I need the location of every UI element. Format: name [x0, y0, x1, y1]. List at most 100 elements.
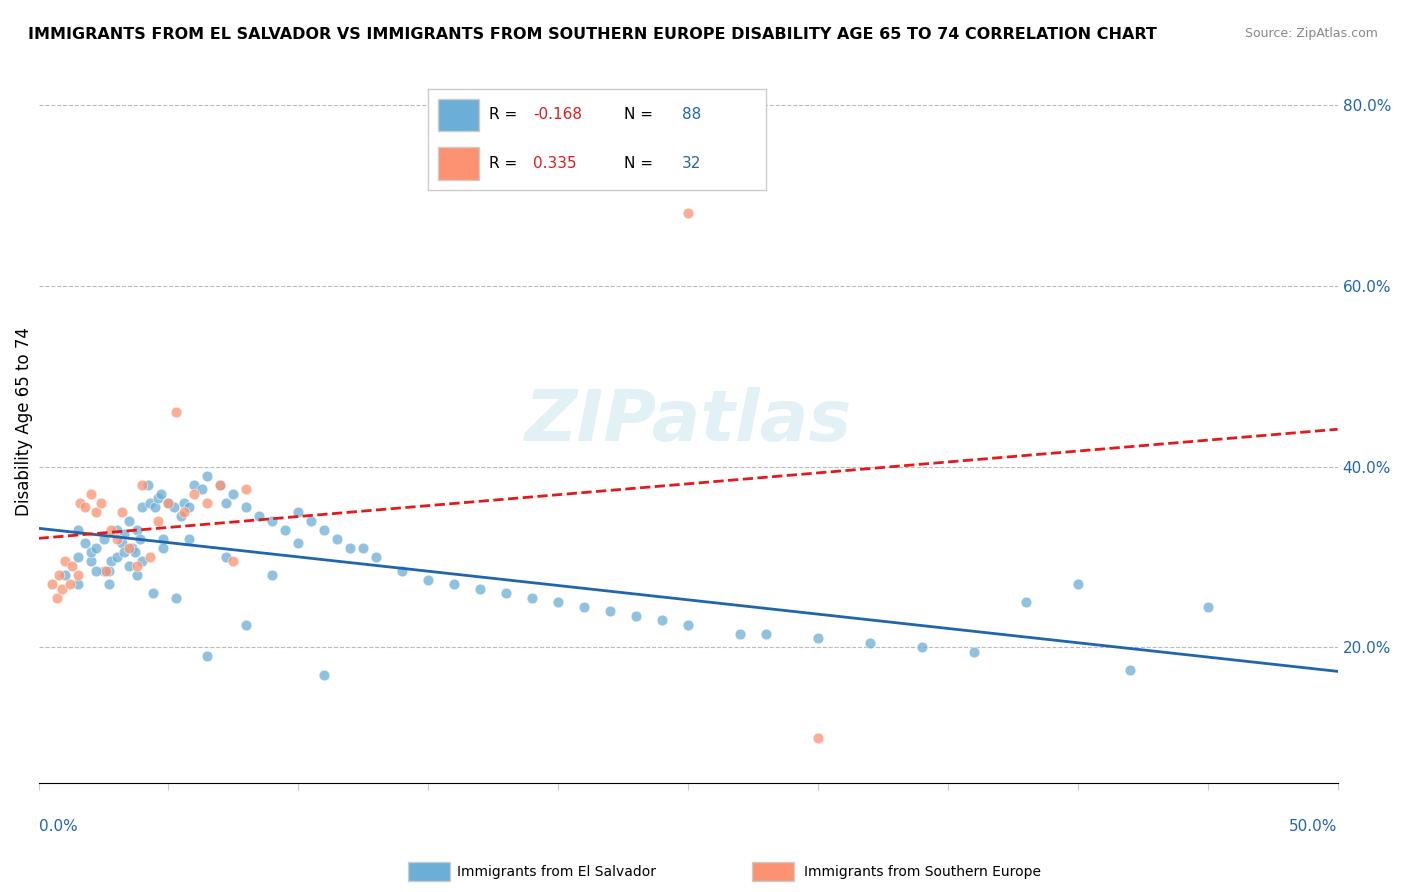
Point — [59, 577, 82, 591]
Point — [274, 523, 297, 537]
Point — [100, 554, 122, 568]
Point — [235, 500, 257, 515]
Point — [118, 514, 141, 528]
Point — [105, 532, 128, 546]
Point — [183, 477, 205, 491]
Point — [90, 496, 112, 510]
Point — [66, 523, 89, 537]
Point — [97, 577, 120, 591]
Point — [111, 505, 134, 519]
Point — [97, 564, 120, 578]
Point — [128, 532, 150, 546]
Point — [859, 636, 882, 650]
Point — [146, 514, 169, 528]
Point — [60, 559, 83, 574]
Point — [105, 549, 128, 564]
Point — [222, 486, 245, 500]
Point — [84, 505, 107, 519]
Point — [66, 549, 89, 564]
Point — [287, 536, 309, 550]
Point — [79, 486, 101, 500]
Point — [572, 599, 595, 614]
Point — [69, 496, 91, 510]
Text: 0.0%: 0.0% — [38, 819, 77, 834]
Text: 50.0%: 50.0% — [1289, 819, 1337, 834]
Point — [755, 627, 778, 641]
Point — [112, 545, 135, 559]
Point — [131, 477, 153, 491]
Point — [131, 554, 153, 568]
Point — [124, 545, 146, 559]
Point — [93, 564, 115, 578]
Point — [173, 496, 195, 510]
Point — [599, 604, 621, 618]
Point — [48, 568, 70, 582]
Point — [93, 532, 115, 546]
Point — [443, 577, 465, 591]
Point — [79, 545, 101, 559]
Point — [339, 541, 361, 555]
Point — [547, 595, 569, 609]
Point — [53, 568, 76, 582]
Point — [807, 632, 830, 646]
Point — [391, 564, 413, 578]
Point — [152, 532, 174, 546]
Point — [146, 491, 169, 506]
Point — [142, 586, 165, 600]
Point — [314, 667, 336, 681]
Point — [139, 549, 162, 564]
Point — [247, 509, 270, 524]
Point — [676, 206, 699, 220]
Point — [197, 468, 219, 483]
Point — [157, 496, 180, 510]
Point — [152, 541, 174, 555]
Point — [522, 591, 544, 605]
Point — [326, 532, 349, 546]
Point — [121, 541, 143, 555]
Point — [214, 496, 236, 510]
Point — [214, 549, 236, 564]
Point — [470, 582, 492, 596]
Point — [209, 477, 232, 491]
Point — [127, 523, 149, 537]
Point — [299, 514, 322, 528]
Point — [235, 482, 257, 496]
Point — [41, 577, 63, 591]
Point — [139, 496, 162, 510]
Point — [179, 532, 201, 546]
Text: Source: ZipAtlas.com: Source: ZipAtlas.com — [1244, 27, 1378, 40]
Point — [111, 536, 134, 550]
Point — [262, 514, 284, 528]
Text: Immigrants from El Salvador: Immigrants from El Salvador — [457, 865, 657, 880]
Point — [1197, 599, 1219, 614]
Point — [53, 554, 76, 568]
Point — [963, 645, 986, 659]
Point — [222, 554, 245, 568]
Point — [179, 500, 201, 515]
Point — [287, 505, 309, 519]
Point — [149, 486, 172, 500]
Point — [173, 505, 195, 519]
Point — [127, 568, 149, 582]
Point — [51, 582, 73, 596]
Point — [170, 509, 193, 524]
Point — [352, 541, 374, 555]
Point — [495, 586, 517, 600]
Point — [100, 523, 122, 537]
Point — [75, 536, 97, 550]
Point — [191, 482, 214, 496]
Point — [157, 496, 180, 510]
Text: ZIPatlas: ZIPatlas — [524, 387, 852, 456]
Point — [94, 564, 117, 578]
Point — [163, 500, 186, 515]
Point — [66, 568, 89, 582]
Point — [676, 617, 699, 632]
Point — [197, 649, 219, 664]
Text: IMMIGRANTS FROM EL SALVADOR VS IMMIGRANTS FROM SOUTHERN EUROPE DISABILITY AGE 65: IMMIGRANTS FROM EL SALVADOR VS IMMIGRANT… — [28, 27, 1157, 42]
Point — [235, 617, 257, 632]
Point — [105, 523, 128, 537]
Point — [165, 405, 187, 419]
Point — [75, 500, 97, 515]
Point — [651, 613, 673, 627]
Point — [1067, 577, 1090, 591]
